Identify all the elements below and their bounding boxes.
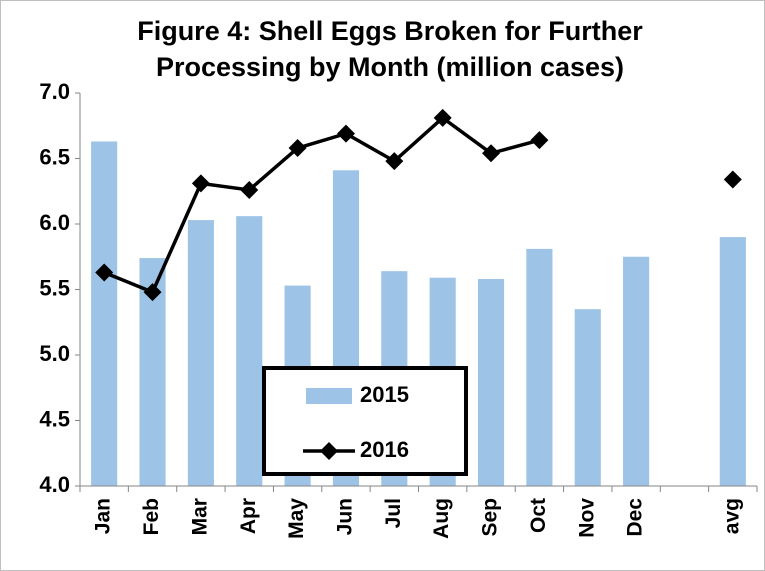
marker — [723, 170, 742, 189]
x-tick-label: avg — [720, 498, 743, 534]
y-tick-label: 6.0 — [39, 210, 70, 235]
chart-title: Figure 4: Shell Eggs Broken for Further — [137, 16, 643, 46]
x-tick-label: Feb — [140, 498, 163, 535]
legend-label: 2015 — [360, 382, 409, 407]
bar — [477, 279, 505, 486]
marker — [385, 152, 404, 171]
legend-box — [262, 366, 468, 476]
y-tick-label: 7.0 — [39, 79, 70, 104]
chart-title: Processing by Month (million cases) — [156, 52, 624, 82]
y-tick-label: 5.0 — [39, 341, 70, 366]
x-tick-label: Jul — [382, 498, 405, 528]
x-tick-label: Jun — [334, 498, 357, 535]
marker — [288, 139, 307, 158]
bar — [236, 216, 263, 486]
x-tick-label: Apr — [237, 498, 260, 534]
marker — [433, 108, 452, 127]
y-tick-label: 6.5 — [39, 144, 70, 169]
marker — [143, 283, 162, 302]
x-tick-label: Mar — [188, 498, 211, 535]
bar — [719, 237, 746, 486]
x-tick-label: Sep — [479, 498, 502, 537]
marker — [482, 144, 501, 163]
bar — [187, 220, 214, 486]
y-tick-label: 4.5 — [39, 406, 70, 431]
y-tick-label: 5.5 — [39, 275, 70, 300]
bar — [526, 248, 553, 486]
x-tick-label: Nov — [575, 498, 598, 538]
x-tick-label: Dec — [624, 498, 647, 537]
x-tick-label: Jan — [92, 498, 115, 534]
bar — [91, 141, 118, 486]
x-tick-label: Oct — [527, 498, 550, 533]
marker — [95, 263, 114, 282]
x-tick-label: May — [285, 498, 308, 539]
legend-marker — [320, 442, 338, 460]
legend-label: 2016 — [360, 437, 409, 462]
bar — [574, 309, 601, 486]
marker — [240, 180, 259, 199]
bar — [623, 256, 650, 486]
marker — [191, 174, 210, 193]
legend-swatch — [306, 388, 352, 404]
marker — [530, 131, 549, 150]
x-tick-label: Aug — [430, 498, 453, 539]
y-tick-label: 4.0 — [39, 472, 70, 497]
marker — [336, 124, 355, 143]
